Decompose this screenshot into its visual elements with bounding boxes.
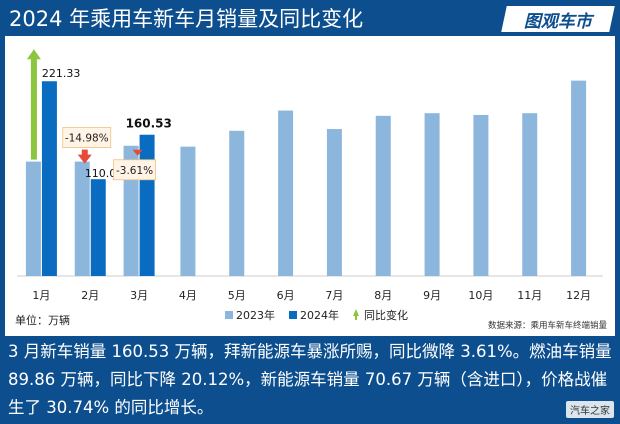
legend-arrow-shaft <box>355 315 357 320</box>
yoy-arrow-up-icon <box>26 49 41 60</box>
legend-label: 2023年 <box>236 308 275 322</box>
legend-arrow-icon <box>353 309 359 316</box>
value-label: 221.33 <box>42 67 81 80</box>
x-tick-label: 10月 <box>468 289 493 302</box>
x-tick-label: 4月 <box>179 289 197 302</box>
bar-2024-2 <box>90 179 106 276</box>
x-tick-label: 2月 <box>81 289 99 302</box>
x-tick-label: 8月 <box>374 289 392 302</box>
watermark: 汽车之家 <box>566 401 614 418</box>
x-tick-label: 6月 <box>277 289 295 302</box>
bar-2023-9 <box>424 113 440 276</box>
bar-2023-1 <box>25 161 41 276</box>
yoy-arrow-down-icon <box>132 149 143 156</box>
brand-logo: 图观车市 <box>501 6 615 32</box>
x-tick-label: 1月 <box>32 289 50 302</box>
yoy-arrow-down-shaft <box>81 149 88 156</box>
unit-label: 单位：万辆 <box>15 313 70 327</box>
page-title: 2024 年乘用车新车月销量及同比变化 <box>9 7 364 31</box>
bar-2023-5 <box>229 130 245 276</box>
legend-swatch <box>225 311 233 319</box>
x-tick-label: 5月 <box>228 289 246 302</box>
legend-label: 2024年 <box>300 308 339 322</box>
bar-chart: 1月 2月 3月 4月 5月 6月 7月 8月 9月 10月 11月 12月221.33110.011… <box>15 49 608 331</box>
legend-swatch <box>289 311 297 319</box>
bar-2024-1 <box>41 81 57 276</box>
bar-2023-10 <box>473 114 489 277</box>
bar-2023-8 <box>375 115 391 276</box>
x-tick-label: 11月 <box>517 289 542 302</box>
x-tick-label: 12月 <box>566 289 591 302</box>
x-tick-label: 9月 <box>423 289 441 302</box>
caption-text: 3 月新车销量 160.53 万辆，拜新能源车暴涨所赐，同比微降 3.61%。燃… <box>8 342 612 417</box>
value-label: 160.53 <box>126 117 172 131</box>
bar-2024-3 <box>139 134 155 276</box>
x-tick-label: 3月 <box>130 289 148 302</box>
yoy-label: -3.61% <box>116 165 153 177</box>
bar-2023-11 <box>522 113 538 276</box>
yoy-arrow-down-icon <box>77 154 92 164</box>
legend-label: 同比变化 <box>364 308 408 322</box>
bar-2023-4 <box>180 146 196 276</box>
chart-panel: 1月 2月 3月 4月 5月 6月 7月 8月 9月 10月 11月 12月 221.33 110.01 1… <box>5 36 615 336</box>
bar-2023-7 <box>326 129 342 276</box>
bar-2023-2 <box>74 161 90 276</box>
bar-2023-6 <box>278 110 294 276</box>
yoy-label-box <box>113 159 156 181</box>
yoy-label: -14.98% <box>65 133 109 145</box>
x-tick-label: 7月 <box>325 289 343 302</box>
bar-2023-12 <box>571 80 587 276</box>
yoy-arrow-up-shaft <box>30 57 37 160</box>
source-label: 数据来源：乘用车新车终端销量 <box>488 320 608 331</box>
brand-logo-text: 图观车市 <box>524 11 592 32</box>
yoy-label-box <box>62 127 112 148</box>
